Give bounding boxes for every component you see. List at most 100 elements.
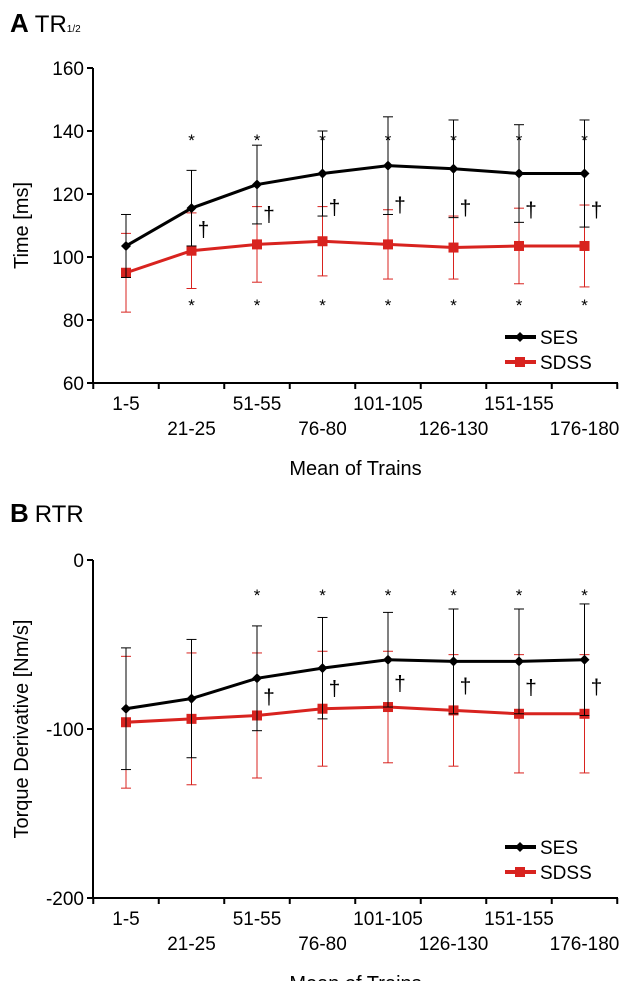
chart-a-dagger: † [460,197,472,220]
chart-a-ses-line [125,164,585,248]
chart-a-y-axis-title: Time [ms] [11,182,33,269]
panel-b-title: RTR [34,501,84,528]
chart-b-star-above: * [450,586,457,605]
chart-a-x-tick-label: 176-180 [550,419,620,440]
chart-a-x-tick-label: 51-55 [233,394,282,415]
chart-b-star-above: * [385,586,392,605]
chart-b-ses-marker [317,663,328,674]
chart-a-sdss-marker [186,245,197,256]
chart-a-star-below: * [385,296,392,315]
chart-b-ses-marker [514,656,524,667]
chart-a-x-tick-label: 1-5 [112,394,139,415]
panel-b-letter: B [10,498,29,528]
chart-b-star-above: * [319,586,326,605]
chart-b-dagger: † [394,672,406,695]
chart-a-star-above: * [516,131,523,150]
chart-a-ses-marker [579,168,590,179]
chart-a-dagger: † [198,218,210,241]
chart-a-dagger: † [329,196,341,219]
chart-b-sdss-line [125,705,585,724]
chart-b-x-tick-label: 176-180 [550,934,620,955]
chart-a-star-above: * [385,131,392,150]
chart-b-ses-marker [383,654,393,665]
chart-a-y-tick-label: 120 [52,185,84,206]
panel-a: A TR1/2 60 80 100 120 140 160 1-5 21-25 51-55 76-8… [0,0,627,490]
chart-b-x-axis-title: Mean of Trains [289,973,421,981]
chart-b-x-tick-label: 51-55 [233,909,282,930]
chart-b-dagger: † [591,676,603,699]
chart-a-star-above: * [450,131,457,150]
chart-a-y-tick-label: 140 [52,122,84,143]
chart-a-sdss-line [125,239,585,275]
chart-a-legend-sdss-label: SDSS [540,353,592,374]
chart-a-sdss-marker [448,242,459,253]
chart-a-dagger: † [525,199,537,222]
panel-a-title-subscript: 1/2 [66,24,81,35]
chart-a-star-above: * [188,131,195,150]
chart-b-y-axis-title: Torque Derivative [Nm/s] [11,620,33,839]
chart-b-x-tick-label: 76-80 [298,934,347,955]
chart-a-ses-marker [317,168,328,179]
chart-a-x-tick-label: 126-130 [419,419,489,440]
chart-b-y-tick-label: -100 [46,720,84,741]
chart-b-x-tick-label: 151-155 [484,909,554,930]
chart-b-star-above: * [254,586,261,605]
chart-a-x-axis-title: Mean of Trains [289,458,421,480]
chart-b-ses-marker [252,673,262,684]
chart-a-ses-marker [252,179,262,190]
chart-b-x-tick-label: 21-25 [167,934,216,955]
chart-b-svg: -200 -100 0 1-5 21-25 51-55 76-80 101-105 126-13… [11,551,620,981]
chart-a-star-below: * [450,296,457,315]
panel-b-heading: B RTR [10,498,84,529]
chart-a-ses-marker [383,160,393,171]
chart-a-sdss-marker [252,239,262,250]
chart-a-ses-marker [514,168,524,179]
chart-a-dagger: † [394,194,406,217]
chart-a-y-tick-label: 80 [63,311,84,332]
chart-a-legend-ses-label: SES [540,328,578,349]
chart-a-star-above: * [254,131,261,150]
chart-b-star-above: * [581,586,588,605]
chart-a-y-tick-label: 60 [63,374,84,395]
chart-b-dagger: † [329,677,341,700]
chart-a-ses-marker [448,163,459,174]
chart-a-dagger: † [263,203,275,226]
chart-a-x-tick-label: 151-155 [484,394,554,415]
chart-a-legend-ses-swatch-marker [515,332,525,342]
chart-b-dagger: † [460,675,472,698]
chart-a-sdss-marker [579,240,590,251]
chart-a-sdss-marker [317,236,328,247]
chart-b-x-tick-label: 126-130 [419,934,489,955]
chart-b-x-tick-label: 1-5 [112,909,139,930]
chart-b-y-tick-label: 0 [73,551,84,572]
chart-b-star-above: * [516,586,523,605]
chart-b-legend-ses-label: SES [540,838,578,859]
panel-a-title: TR [34,11,67,38]
panel-a-letter: A [10,8,29,38]
chart-b-ses-marker [186,693,197,704]
chart-a-star-below: * [188,296,195,315]
chart-a-x-tick-label: 101-105 [353,394,423,415]
chart-b-ses-marker [121,703,131,714]
chart-a-y-tick-label: 160 [52,59,84,80]
chart-a-star-below: * [581,296,588,315]
chart-a-dagger: † [591,199,603,222]
chart-b-legend-ses-swatch-marker [515,842,525,852]
chart-b-y-tick-label: -200 [46,889,84,910]
chart-b-ses-line [125,658,585,711]
chart-a-legend-sdss-swatch-marker [515,357,525,367]
chart-a-star-below: * [254,296,261,315]
chart-b-legend-sdss-swatch-marker [515,867,525,877]
chart-b-dagger: † [263,686,275,709]
chart-a-star-above: * [581,131,588,150]
chart-a-sdss-marker [383,239,393,250]
chart-b-dagger: † [525,677,537,700]
chart-a-x-tick-label: 76-80 [298,419,347,440]
chart-a-star-below: * [516,296,523,315]
chart-a-y-tick-label: 100 [52,248,84,269]
chart-a-x-tick-label: 21-25 [167,419,216,440]
panel-b: B RTR -200 -100 0 1-5 21-25 51-55 76-80 101-105 1… [0,490,627,981]
chart-a-star-below: * [319,296,326,315]
chart-a-ses-marker [121,240,131,251]
panel-a-heading: A TR1/2 [10,8,81,39]
